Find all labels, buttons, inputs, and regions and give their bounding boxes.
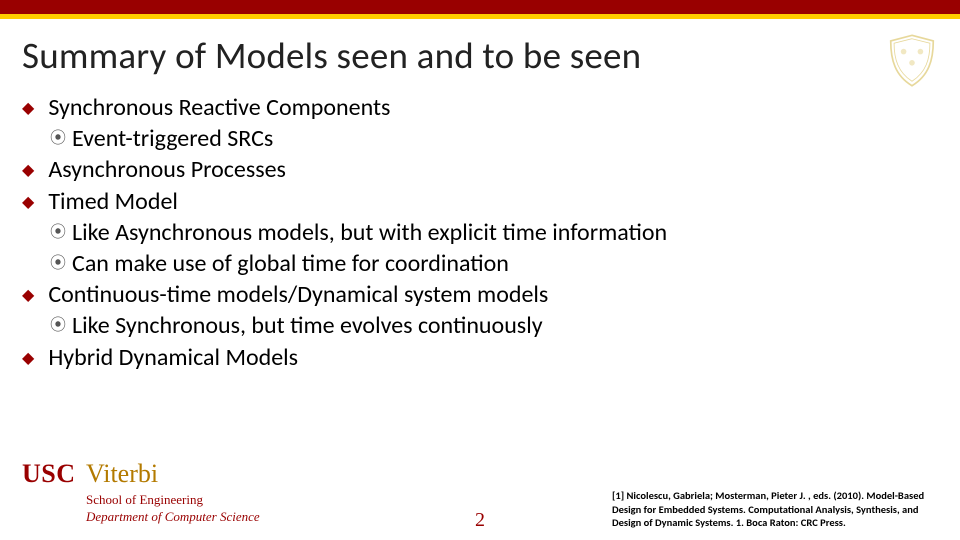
list-item: ◆ Synchronous Reactive Components xyxy=(22,92,940,123)
page-number: 2 xyxy=(475,509,485,532)
usc-text: USC xyxy=(22,459,76,488)
slide-title: Summary of Models seen and to be seen xyxy=(0,19,960,78)
school-name: School of Engineering xyxy=(86,491,260,509)
circle-bullet-icon: ⦿ xyxy=(50,223,66,244)
list-item-text: Hybrid Dynamical Models xyxy=(48,342,298,373)
circle-bullet-icon: ⦿ xyxy=(50,129,66,150)
diamond-bullet-icon: ◆ xyxy=(22,161,34,182)
list-item-text: Timed Model xyxy=(48,186,178,217)
circle-bullet-icon: ⦿ xyxy=(50,254,66,275)
content-area: ◆ Synchronous Reactive Components ⦿ Even… xyxy=(0,78,960,373)
topbar-red xyxy=(0,0,960,14)
list-item: ◆ Continuous-time models/Dynamical syste… xyxy=(22,279,940,310)
list-subitem: ⦿ Event-triggered SRCs xyxy=(22,123,940,154)
list-item-text: Synchronous Reactive Components xyxy=(48,92,390,123)
department-name: Department of Computer Science xyxy=(86,508,260,526)
list-item: ◆ Asynchronous Processes xyxy=(22,154,940,185)
list-subitem-text: Can make use of global time for coordina… xyxy=(72,248,509,279)
list-subitem-text: Like Asynchronous models, but with expli… xyxy=(72,217,667,248)
diamond-bullet-icon: ◆ xyxy=(22,286,34,307)
list-subitem: ⦿ Can make use of global time for coordi… xyxy=(22,248,940,279)
circle-bullet-icon: ⦿ xyxy=(50,316,66,337)
usc-subtext: School of Engineering Department of Comp… xyxy=(86,491,260,526)
list-item-text: Continuous-time models/Dynamical system … xyxy=(48,279,548,310)
list-item: ◆ Timed Model xyxy=(22,186,940,217)
diamond-bullet-icon: ◆ xyxy=(22,193,34,214)
viterbi-text: Viterbi xyxy=(86,459,158,488)
list-subitem-text: Like Synchronous, but time evolves conti… xyxy=(72,310,543,341)
diamond-bullet-icon: ◆ xyxy=(22,99,34,120)
diamond-bullet-icon: ◆ xyxy=(22,349,34,370)
list-subitem: ⦿ Like Synchronous, but time evolves con… xyxy=(22,310,940,341)
usc-shield-icon xyxy=(884,32,940,88)
list-subitem: ⦿ Like Asynchronous models, but with exp… xyxy=(22,217,940,248)
list-subitem-text: Event-triggered SRCs xyxy=(72,123,273,154)
slide: Summary of Models seen and to be seen ◆ … xyxy=(0,0,960,540)
reference-citation: [1] Nicolescu, Gabriela; Mosterman, Piet… xyxy=(612,489,942,530)
list-item-text: Asynchronous Processes xyxy=(48,154,286,185)
list-item: ◆ Hybrid Dynamical Models xyxy=(22,342,940,373)
usc-wordmark: USC Viterbi xyxy=(22,459,260,489)
usc-brand-block: USC Viterbi School of Engineering Depart… xyxy=(22,459,260,526)
